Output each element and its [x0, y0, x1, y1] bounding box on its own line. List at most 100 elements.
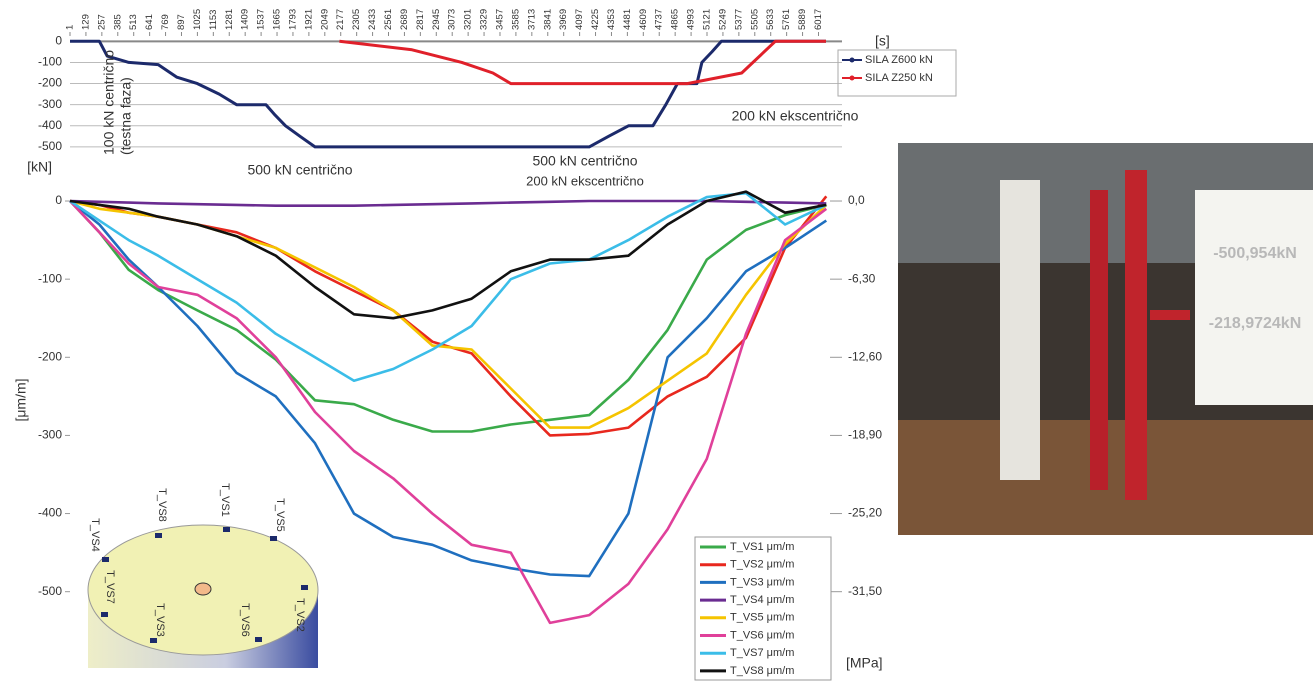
annotation-bg — [230, 162, 370, 180]
x-tick-label: 2817 — [415, 9, 426, 30]
y-tick-label: 0 — [55, 34, 62, 48]
x-tick-label: 5633 — [765, 9, 776, 30]
inset-label: T_VS7 — [104, 570, 116, 604]
x-tick-label: 5505 — [749, 9, 760, 30]
x-axis-label: [s] — [875, 33, 890, 49]
x-tick-label: 897 — [176, 14, 187, 30]
x-tick-label: 1153 — [208, 10, 219, 30]
x-tick-label: 5249 — [717, 9, 728, 30]
series-line — [69, 199, 828, 429]
legend-label: T_VS1 μm/m — [730, 541, 794, 553]
y-tick-label: 0 — [55, 193, 62, 207]
annotation-bg — [515, 153, 655, 171]
legend-box — [837, 49, 957, 97]
y-tick-label: -200 — [38, 349, 62, 363]
x-tick-label: 5761 — [781, 9, 792, 30]
y-axis-label: [μm/m] — [13, 378, 29, 421]
annotation-bg — [515, 173, 655, 191]
core — [194, 582, 212, 596]
x-tick-label: 3841 — [542, 9, 553, 30]
legend-marker — [849, 57, 855, 63]
x-tick-label: 1665 — [272, 9, 283, 30]
x-tick-label: 3969 — [558, 9, 569, 30]
x-tick-label: 3585 — [510, 9, 521, 30]
legend-label: T_VS3 μm/m — [730, 576, 794, 588]
legend-label: T_VS5 μm/m — [730, 612, 794, 624]
x-tick-label: 4609 — [638, 9, 649, 30]
x-tick-label: 2433 — [367, 9, 378, 30]
x-tick-label: 4353 — [606, 9, 617, 30]
inset-label: T_VS1 — [219, 483, 231, 517]
annotation: 500 kN centrično — [532, 153, 637, 169]
inset-label: T_VS3 — [154, 603, 166, 637]
x-tick-label: 5121 — [702, 9, 713, 30]
series-line — [69, 200, 827, 433]
readout: -500,954kN — [1213, 245, 1297, 262]
x-tick-label: 1793 — [287, 9, 298, 30]
annotation: 200 kN ekscentrično — [732, 108, 859, 124]
y-tick-label: -100 — [38, 271, 62, 285]
y-tick-label: -500 — [38, 584, 62, 598]
series-line — [69, 200, 828, 625]
inset-label: T_VS2 — [294, 598, 306, 632]
x-tick-label: 5889 — [797, 9, 808, 30]
series-line — [69, 190, 827, 320]
legend-label: T_VS6 μm/m — [730, 629, 794, 641]
legend-label: T_VS4 μm/m — [730, 594, 794, 606]
x-tick-label: 385 — [112, 14, 123, 30]
x-tick-label: 1281 — [224, 9, 235, 30]
photo-screen — [1195, 190, 1313, 405]
series-line — [69, 199, 828, 578]
x-tick-label: 2049 — [319, 9, 330, 30]
x-tick-label: 2945 — [431, 9, 442, 30]
x-tick-label: 1409 — [240, 9, 251, 30]
x-tick-label: 4737 — [654, 9, 665, 30]
y-tick-label: -400 — [38, 118, 62, 132]
legend-box — [694, 536, 832, 681]
x-tick-label: 641 — [144, 14, 155, 30]
y2-tick-label: -12,60 — [848, 349, 882, 363]
x-tick-label: 1537 — [256, 9, 267, 30]
inset-label: T_VS8 — [156, 488, 168, 522]
inset-label: T_VS4 — [89, 518, 101, 552]
legend-label: T_VS7 μm/m — [730, 647, 794, 659]
y2-tick-label: -6,30 — [848, 271, 876, 285]
x-tick-label: 4481 — [622, 9, 633, 30]
legend-label: SILA Z600 kN — [865, 54, 933, 66]
legend-marker — [849, 75, 855, 81]
photo-column — [1000, 180, 1040, 480]
y-tick-label: -500 — [38, 139, 62, 153]
x-tick-label: 769 — [160, 14, 171, 30]
annotation: 100 kN centrično — [101, 50, 117, 155]
series-line — [69, 191, 827, 382]
series-line — [339, 39, 826, 86]
y2-tick-label: -18,90 — [848, 428, 882, 442]
x-tick-label: 3201 — [463, 9, 474, 30]
x-tick-label: 3713 — [526, 9, 537, 30]
x-tick-label: 513 — [128, 14, 139, 30]
x-tick-label: 3457 — [494, 9, 505, 30]
legend-label: T_VS2 μm/m — [730, 559, 794, 571]
x-tick-label: 3073 — [447, 9, 458, 30]
legend-label: T_VS8 μm/m — [730, 665, 794, 677]
y2-tick-label: -25,20 — [848, 506, 882, 520]
x-tick-label: 6017 — [813, 9, 824, 30]
photo-frame — [1090, 190, 1108, 490]
y-tick-label: -200 — [38, 76, 62, 90]
x-tick-label: 4097 — [574, 9, 585, 30]
x-tick-label: 129 — [80, 14, 91, 30]
y2-tick-label: -31,50 — [848, 584, 882, 598]
x-tick-label: 3329 — [479, 9, 490, 30]
x-tick-label: 4225 — [590, 9, 601, 30]
x-tick-label: 5377 — [733, 9, 744, 30]
x-tick-label: 2689 — [399, 9, 410, 30]
x-tick-label: 1025 — [192, 9, 203, 30]
inset-label: T_VS6 — [239, 603, 251, 637]
photo — [898, 143, 1313, 535]
photo-frame — [1125, 170, 1147, 500]
inset-label: T_VS5 — [274, 498, 286, 532]
readout: -218,9724kN — [1209, 315, 1302, 332]
series-line — [69, 199, 827, 207]
x-tick-label: 1921 — [303, 9, 314, 30]
inset — [87, 524, 319, 668]
